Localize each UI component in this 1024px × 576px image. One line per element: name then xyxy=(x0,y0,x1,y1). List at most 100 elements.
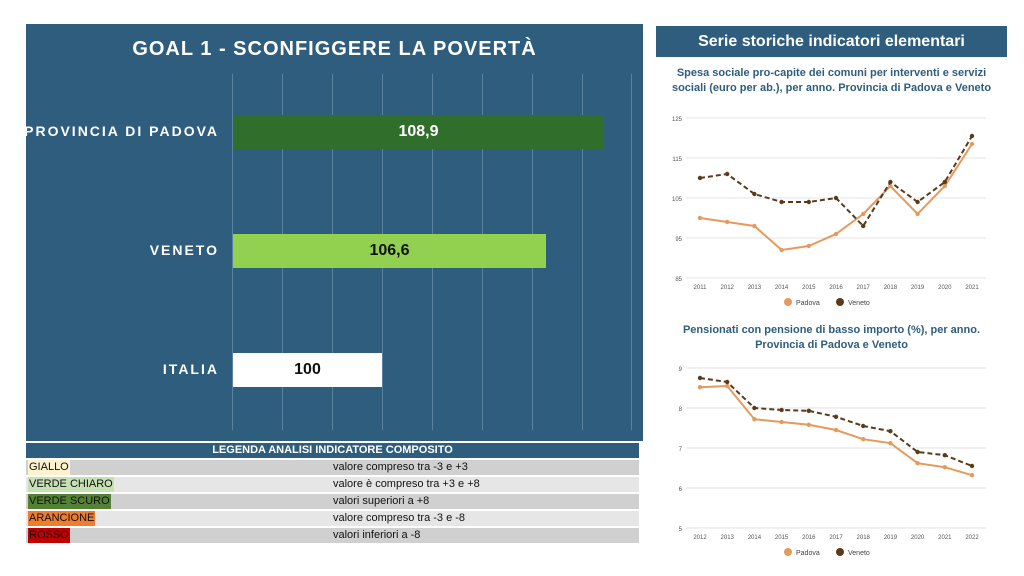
data-point-padova xyxy=(779,247,784,253)
legend-desc: valore è compreso tra +3 e +8 xyxy=(333,478,480,490)
legend-marker-veneto xyxy=(836,298,844,306)
data-point-veneto xyxy=(806,199,811,205)
data-point-padova xyxy=(752,417,757,422)
legend-row: GIALLO valore compreso tra -3 e +3 xyxy=(26,460,639,475)
data-point-padova xyxy=(861,211,866,217)
y-tick-label: 115 xyxy=(672,157,682,163)
legend-swatch-rosso: ROSSO xyxy=(28,528,70,543)
x-tick-label: 2018 xyxy=(884,285,898,291)
data-point-padova xyxy=(697,385,703,390)
chart1-title-line: sociali (euro per ab.), per anno. Provin… xyxy=(671,82,992,94)
x-tick-label: 2018 xyxy=(857,535,871,541)
x-tick-label: 2019 xyxy=(884,535,898,541)
chart1-line-chart: 85 95 105 115 125 2011 2012 2013 2014 2015 2016 201… xyxy=(672,117,986,307)
legend-row: VERDE SCURO valori superiori a +8 xyxy=(26,494,639,509)
legend-swatch-arancione: ARANCIONE xyxy=(28,511,96,526)
gridline xyxy=(582,74,583,430)
x-tick-label: 2015 xyxy=(802,285,816,291)
gridline xyxy=(631,74,632,430)
legend-desc: valore compreso tra -3 e +3 xyxy=(333,461,468,473)
chart2-line-chart: 5 6 7 8 9 2012 2013 2014 2015 2016 2017 2018 2019 202… xyxy=(679,367,986,557)
x-tick-label: 2015 xyxy=(775,535,789,541)
data-point-veneto xyxy=(697,175,703,181)
data-point-veneto xyxy=(969,463,975,469)
legend-row: ROSSO valori inferiori a -8 xyxy=(26,528,639,543)
legend-desc: valori superiori a +8 xyxy=(333,495,430,507)
x-tick-label: 2017 xyxy=(829,535,843,541)
data-point-padova xyxy=(861,437,866,442)
x-tick-label: 2013 xyxy=(721,535,735,541)
x-tick-label: 2014 xyxy=(775,285,789,291)
data-point-padova xyxy=(697,215,703,221)
data-point-padova xyxy=(725,383,730,389)
data-point-veneto xyxy=(915,199,920,205)
y-tick-label: 8 xyxy=(679,407,683,413)
data-point-padova xyxy=(779,419,784,425)
legend-label-veneto: Veneto xyxy=(848,550,870,557)
data-point-padova xyxy=(942,465,947,470)
data-point-padova xyxy=(725,219,730,225)
chart2-title-line: Provincia di Padova e Veneto xyxy=(755,339,908,351)
x-tick-label: 2012 xyxy=(721,285,735,291)
data-point-veneto xyxy=(861,223,866,229)
data-point-veneto xyxy=(833,414,839,419)
data-point-padova xyxy=(752,223,757,229)
legend-marker-veneto xyxy=(836,548,844,556)
data-point-padova xyxy=(969,141,975,147)
data-point-veneto xyxy=(779,199,784,205)
x-tick-label: 2017 xyxy=(857,285,871,291)
x-tick-label: 2019 xyxy=(911,285,925,291)
x-tick-label: 2021 xyxy=(938,535,952,541)
y-tick-label: 105 xyxy=(672,197,683,203)
legend-marker-padova xyxy=(784,298,792,306)
data-point-padova xyxy=(806,243,811,249)
series-line-veneto xyxy=(699,135,973,228)
y-tick-label: 7 xyxy=(679,447,683,453)
data-point-veneto xyxy=(833,195,839,201)
y-tick-label: 5 xyxy=(679,527,683,533)
bar-value-padova: 108,9 xyxy=(398,123,439,140)
legend-desc: valori inferiori a -8 xyxy=(333,529,421,541)
data-point-padova xyxy=(833,427,839,433)
x-tick-label: 2011 xyxy=(694,285,708,291)
row-label-italia: ITALIA xyxy=(162,361,219,377)
y-tick-label: 85 xyxy=(675,277,682,283)
data-point-padova xyxy=(888,441,893,446)
series-header: Serie storiche indicatori elementari xyxy=(656,26,1007,57)
row-label-padova: PROVINCIA DI PADOVA xyxy=(24,123,219,139)
data-point-veneto xyxy=(969,133,975,139)
x-tick-label: 2022 xyxy=(965,535,979,541)
x-tick-label: 2020 xyxy=(911,535,925,541)
gridline xyxy=(232,74,233,430)
series-line-veneto xyxy=(699,377,973,467)
x-tick-label: 2016 xyxy=(829,285,843,291)
data-point-padova xyxy=(806,422,811,427)
data-point-padova xyxy=(915,461,920,466)
y-tick-label: 9 xyxy=(679,367,683,373)
chart1-title: Spesa sociale pro-capite dei comuni per … xyxy=(656,66,1007,96)
x-tick-label: 2016 xyxy=(802,535,816,541)
data-point-veneto xyxy=(779,407,784,413)
bar-veneto: 106,6 xyxy=(233,234,546,268)
legend-label-veneto: Veneto xyxy=(848,300,870,307)
data-point-veneto xyxy=(725,379,730,385)
x-tick-label: 2020 xyxy=(938,285,952,291)
legend-marker-padova xyxy=(784,548,792,556)
legend-swatch-giallo: GIALLO xyxy=(28,460,70,475)
bar-value-italia: 100 xyxy=(294,361,321,378)
x-tick-label: 2013 xyxy=(748,285,762,291)
legend-row: ARANCIONE valore compreso tra -3 e -8 xyxy=(26,511,639,526)
legend-label-padova: Padova xyxy=(796,300,820,307)
bar-value-veneto: 106,6 xyxy=(369,242,410,259)
chart1-title-line: Spesa sociale pro-capite dei comuni per … xyxy=(676,67,987,79)
y-tick-label: 6 xyxy=(679,487,683,493)
data-point-veneto xyxy=(752,191,757,197)
legend: LEGENDA ANALISI INDICATORE COMPOSITO GIA… xyxy=(26,443,639,543)
data-point-veneto xyxy=(752,405,757,411)
row-label-veneto: VENETO xyxy=(149,242,219,258)
data-point-veneto xyxy=(725,171,730,177)
data-point-padova xyxy=(969,473,975,478)
data-point-padova xyxy=(915,211,920,217)
data-point-veneto xyxy=(888,429,893,434)
legend-title: LEGENDA ANALISI INDICATORE COMPOSITO xyxy=(26,443,639,458)
